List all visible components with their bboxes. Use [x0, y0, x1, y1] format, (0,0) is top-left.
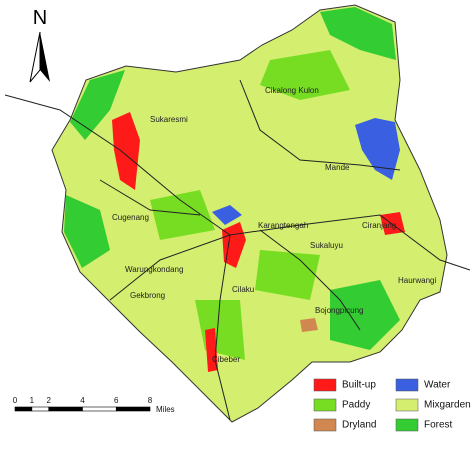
forest-area — [330, 280, 400, 350]
scale-segment — [31, 406, 50, 412]
roads — [4, 79, 471, 421]
place-label: Haurwangi — [398, 276, 436, 285]
place-label: Karangtengah — [258, 221, 308, 230]
scale-segment — [14, 406, 33, 412]
scale-label: 8 — [148, 396, 153, 405]
road — [109, 234, 231, 301]
paddy-area — [260, 50, 350, 100]
road — [214, 234, 231, 421]
water-area — [355, 118, 400, 180]
place-label: Sukaluyu — [310, 241, 343, 250]
place-label: Ciranjang — [362, 221, 396, 230]
legend-swatch — [395, 398, 419, 412]
paddy-area — [150, 190, 215, 240]
scale-label: 6 — [114, 396, 119, 405]
legend-swatch — [313, 418, 337, 432]
road — [99, 179, 201, 216]
road — [239, 79, 401, 171]
legend-swatch — [313, 378, 337, 392]
scale-label: 4 — [80, 396, 85, 405]
legend-label: Forest — [424, 420, 453, 431]
paddy-area — [255, 250, 320, 300]
forest-area — [70, 70, 125, 140]
forest-area — [320, 7, 396, 60]
arrow-left — [29, 31, 41, 83]
place-label: Gekbrong — [130, 291, 165, 300]
dryland-area — [300, 318, 318, 332]
water-area — [212, 205, 242, 225]
place-label: Cilaku — [232, 285, 254, 294]
legend-swatch — [395, 418, 419, 432]
scale-unit: Miles — [156, 405, 175, 414]
north-label: N — [33, 7, 47, 29]
road — [259, 229, 361, 331]
legend-label: Mixgarden — [424, 400, 471, 411]
legend-swatch — [395, 378, 419, 392]
legend-label: Built-up — [342, 380, 376, 391]
scale-segment — [48, 406, 83, 412]
legend: Built-up Paddy Dryland Water Mixgarden Forest — [306, 372, 472, 438]
scale-label: 2 — [47, 396, 52, 405]
place-label: Mande — [325, 163, 350, 172]
legend-label: Dryland — [342, 420, 376, 431]
legend-label: Water — [424, 380, 451, 391]
scale-label: 1 — [30, 396, 35, 405]
legend-swatch — [313, 398, 337, 412]
legend-label: Paddy — [342, 400, 370, 411]
place-label: Bojongpicung — [315, 306, 363, 315]
builtup-area — [112, 112, 140, 190]
scale-label: 0 — [13, 396, 18, 405]
place-label: Warungkondang — [125, 265, 183, 274]
place-label: Cibeber — [212, 355, 240, 364]
north-arrow: N — [29, 7, 50, 83]
scale-segment — [115, 406, 151, 412]
scale-segment — [82, 406, 117, 412]
arrow-right — [40, 32, 50, 82]
place-label: Sukaresmi — [150, 115, 188, 124]
forest-area — [64, 195, 110, 268]
land-cover — [64, 7, 405, 372]
place-label: Cugenang — [112, 213, 149, 222]
place-label: Cikalong Kulon — [265, 86, 319, 95]
